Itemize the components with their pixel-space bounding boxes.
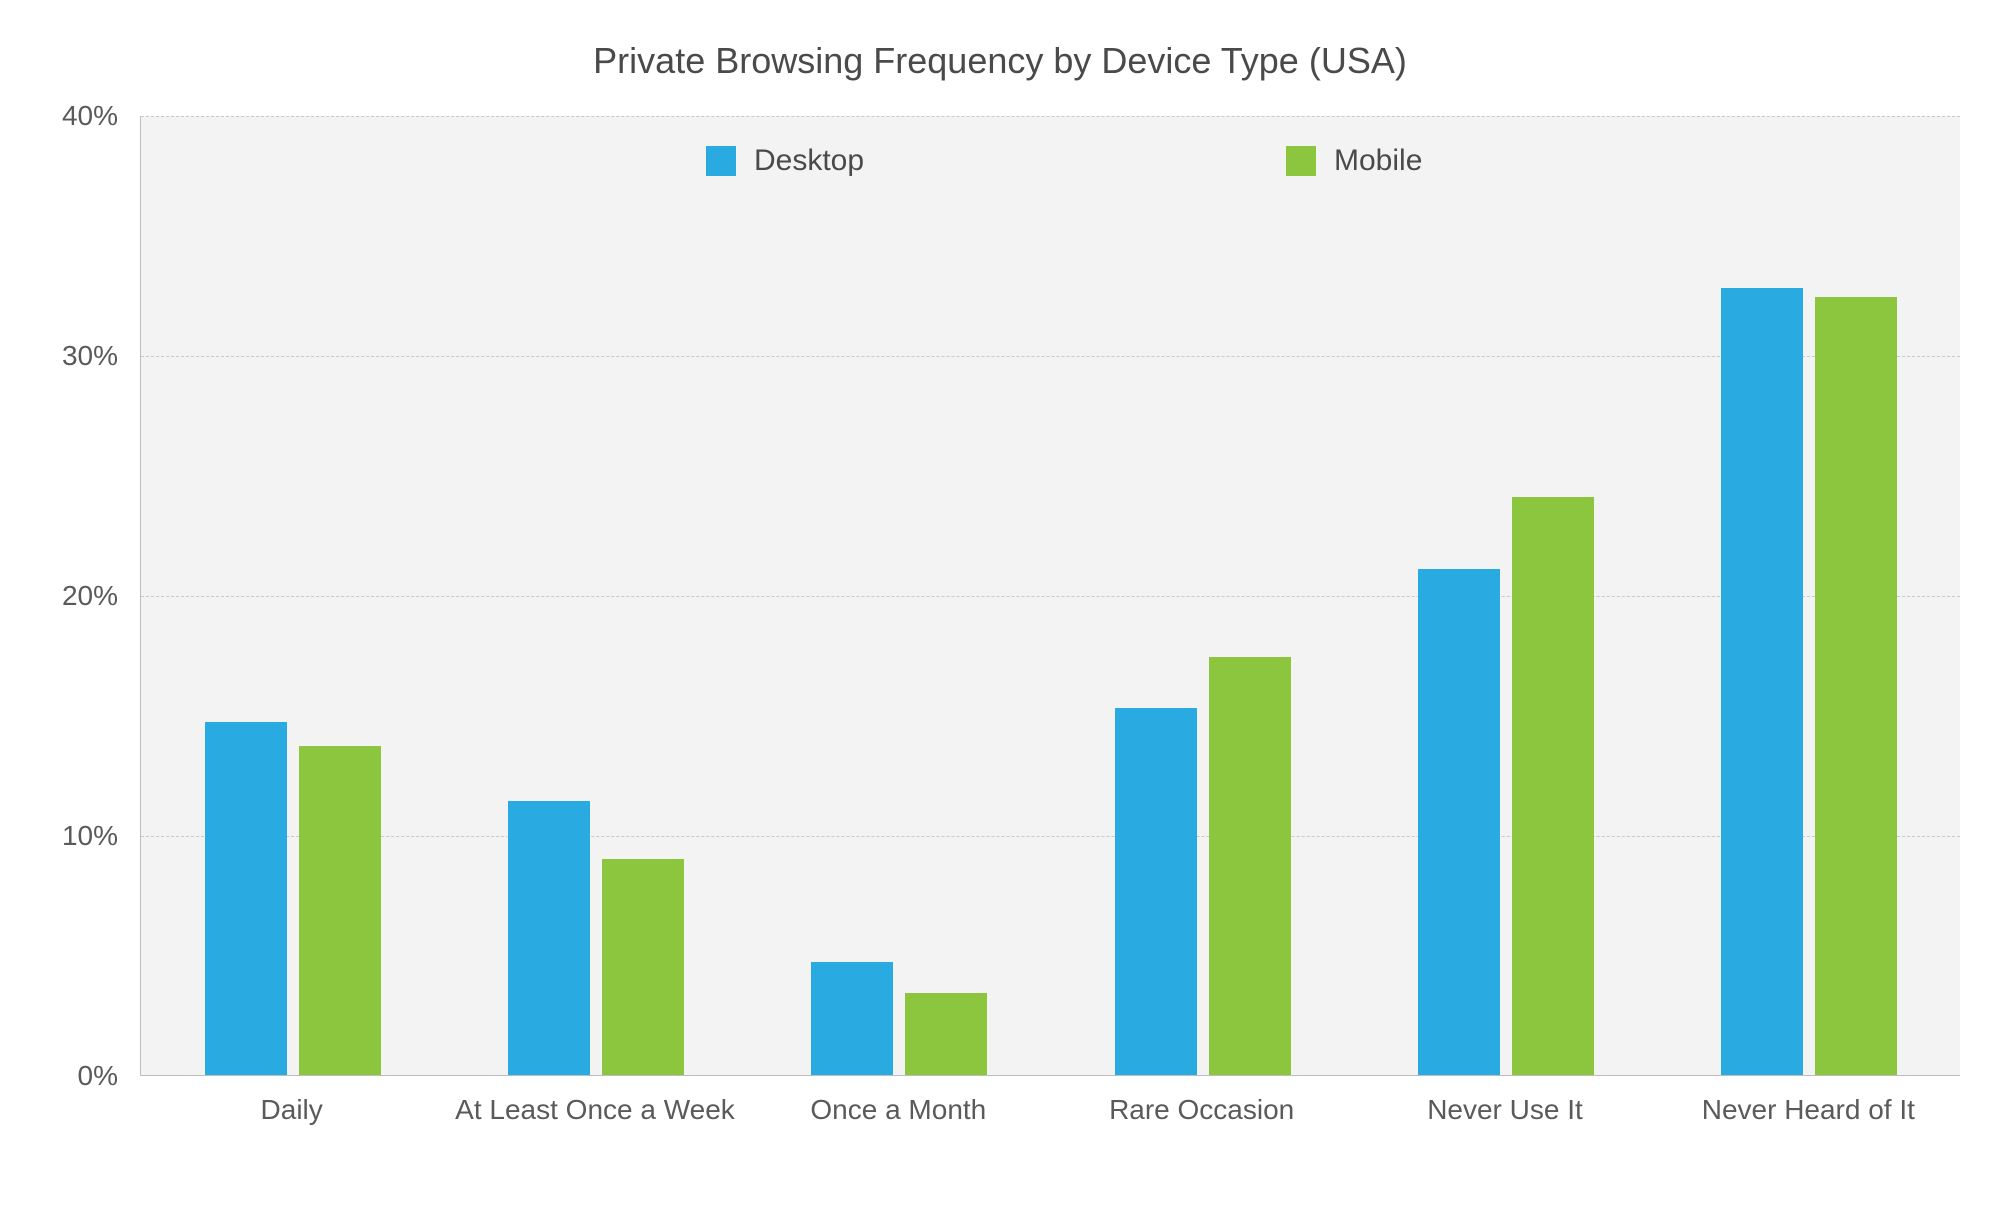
- y-tick-label: 20%: [62, 580, 118, 612]
- y-tick-label: 0%: [78, 1060, 118, 1092]
- bar-desktop: [1721, 288, 1803, 1075]
- x-tick-label: Never Use It: [1353, 1094, 1656, 1126]
- bar-mobile: [1815, 297, 1897, 1075]
- bar-desktop: [205, 722, 287, 1075]
- x-tick-label: Daily: [140, 1094, 443, 1126]
- bars-layer: [141, 116, 1960, 1075]
- legend-swatch: [1286, 146, 1316, 176]
- bar-desktop: [811, 962, 893, 1075]
- bar-desktop: [1418, 569, 1500, 1075]
- y-tick-label: 40%: [62, 100, 118, 132]
- x-tick-label: Once a Month: [747, 1094, 1050, 1126]
- chart-title: Private Browsing Frequency by Device Typ…: [0, 40, 2000, 82]
- legend-item: Desktop: [706, 144, 864, 178]
- x-tick-label: Never Heard of It: [1657, 1094, 1960, 1126]
- legend-label: Mobile: [1334, 144, 1422, 178]
- legend-item: Mobile: [1286, 144, 1422, 178]
- x-tick-label: At Least Once a Week: [443, 1094, 746, 1126]
- legend-swatch: [706, 146, 736, 176]
- y-tick-label: 30%: [62, 340, 118, 372]
- plot-area: Desktop Mobile: [140, 116, 1960, 1076]
- bar-mobile: [299, 746, 381, 1075]
- bar-mobile: [1209, 657, 1291, 1075]
- x-tick-label: Rare Occasion: [1050, 1094, 1353, 1126]
- bar-mobile: [905, 993, 987, 1075]
- y-axis: 0%10%20%30%40%: [0, 116, 130, 1076]
- legend-label: Desktop: [754, 144, 864, 178]
- chart-container: Private Browsing Frequency by Device Typ…: [0, 0, 2000, 1219]
- bar-desktop: [508, 801, 590, 1075]
- bar-desktop: [1115, 708, 1197, 1075]
- bar-mobile: [602, 859, 684, 1075]
- y-tick-label: 10%: [62, 820, 118, 852]
- bar-mobile: [1512, 497, 1594, 1075]
